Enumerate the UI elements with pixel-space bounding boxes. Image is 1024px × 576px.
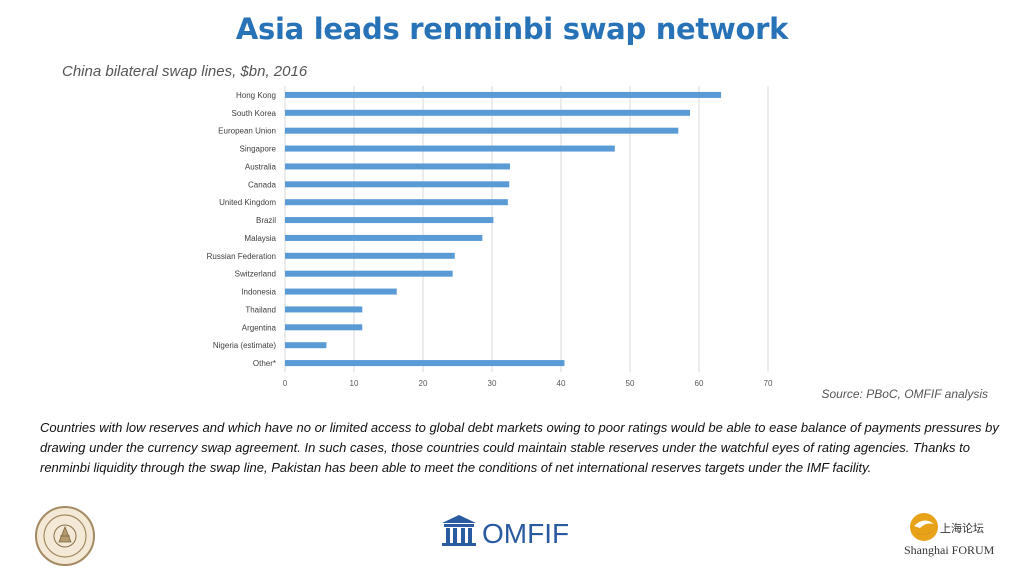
x-tick-label: 70 bbox=[764, 379, 773, 388]
bar bbox=[285, 109, 691, 116]
category-label: Brazil bbox=[256, 216, 276, 225]
bar bbox=[285, 199, 508, 206]
category-label: Indonesia bbox=[241, 288, 276, 297]
chart-subtitle: China bilateral swap lines, $bn, 2016 bbox=[62, 63, 308, 80]
bar bbox=[285, 324, 363, 331]
category-label: South Korea bbox=[232, 109, 277, 118]
bar bbox=[285, 127, 679, 134]
category-label: Australia bbox=[245, 162, 277, 171]
x-tick-label: 50 bbox=[626, 379, 635, 388]
bar bbox=[285, 360, 565, 367]
x-tick-label: 30 bbox=[488, 379, 497, 388]
bar bbox=[285, 163, 510, 170]
omfif-wordmark: OMFIF bbox=[482, 518, 569, 548]
x-tick-label: 0 bbox=[283, 379, 288, 388]
category-label: Nigeria (estimate) bbox=[213, 341, 276, 350]
seal-logo bbox=[34, 505, 96, 572]
x-tick-label: 60 bbox=[695, 379, 704, 388]
category-label: Canada bbox=[248, 180, 277, 189]
bar bbox=[285, 270, 453, 277]
body-paragraph: Countries with low reserves and which ha… bbox=[40, 420, 999, 475]
shanghai-forum-logo: 上海论坛 Shanghai FORUM bbox=[900, 510, 1000, 567]
category-label: Argentina bbox=[242, 323, 277, 332]
bar bbox=[285, 145, 615, 152]
category-label: Other* bbox=[253, 359, 276, 368]
shanghai-forum-cn: 上海论坛 bbox=[940, 521, 984, 535]
omfif-logo: OMFIF bbox=[440, 512, 580, 553]
bar bbox=[285, 234, 483, 241]
bar bbox=[285, 342, 327, 349]
bar bbox=[285, 306, 363, 313]
x-tick-label: 20 bbox=[419, 379, 428, 388]
category-label: European Union bbox=[218, 127, 276, 136]
bar bbox=[285, 181, 510, 188]
source-note: Source: PBoC, OMFIF analysis bbox=[821, 387, 989, 401]
bar bbox=[285, 217, 494, 224]
bar-chart: 0 10 20 30 40 50 60 70 Hong Kong South Korea Europ… bbox=[207, 86, 773, 388]
bar bbox=[285, 91, 722, 98]
bar bbox=[285, 288, 397, 295]
x-tick-label: 40 bbox=[557, 379, 566, 388]
category-label: Switzerland bbox=[235, 270, 276, 279]
category-label: Singapore bbox=[240, 145, 277, 154]
category-label: Russian Federation bbox=[207, 252, 276, 261]
category-label: United Kingdom bbox=[219, 198, 276, 207]
page-title: Asia leads renminbi swap network bbox=[235, 12, 789, 46]
category-label: Thailand bbox=[245, 305, 276, 314]
category-label: Malaysia bbox=[244, 234, 276, 243]
bar bbox=[285, 252, 455, 259]
shanghai-forum-en: Shanghai FORUM bbox=[904, 543, 995, 557]
x-tick-label: 10 bbox=[350, 379, 359, 388]
category-label: Hong Kong bbox=[236, 91, 276, 100]
